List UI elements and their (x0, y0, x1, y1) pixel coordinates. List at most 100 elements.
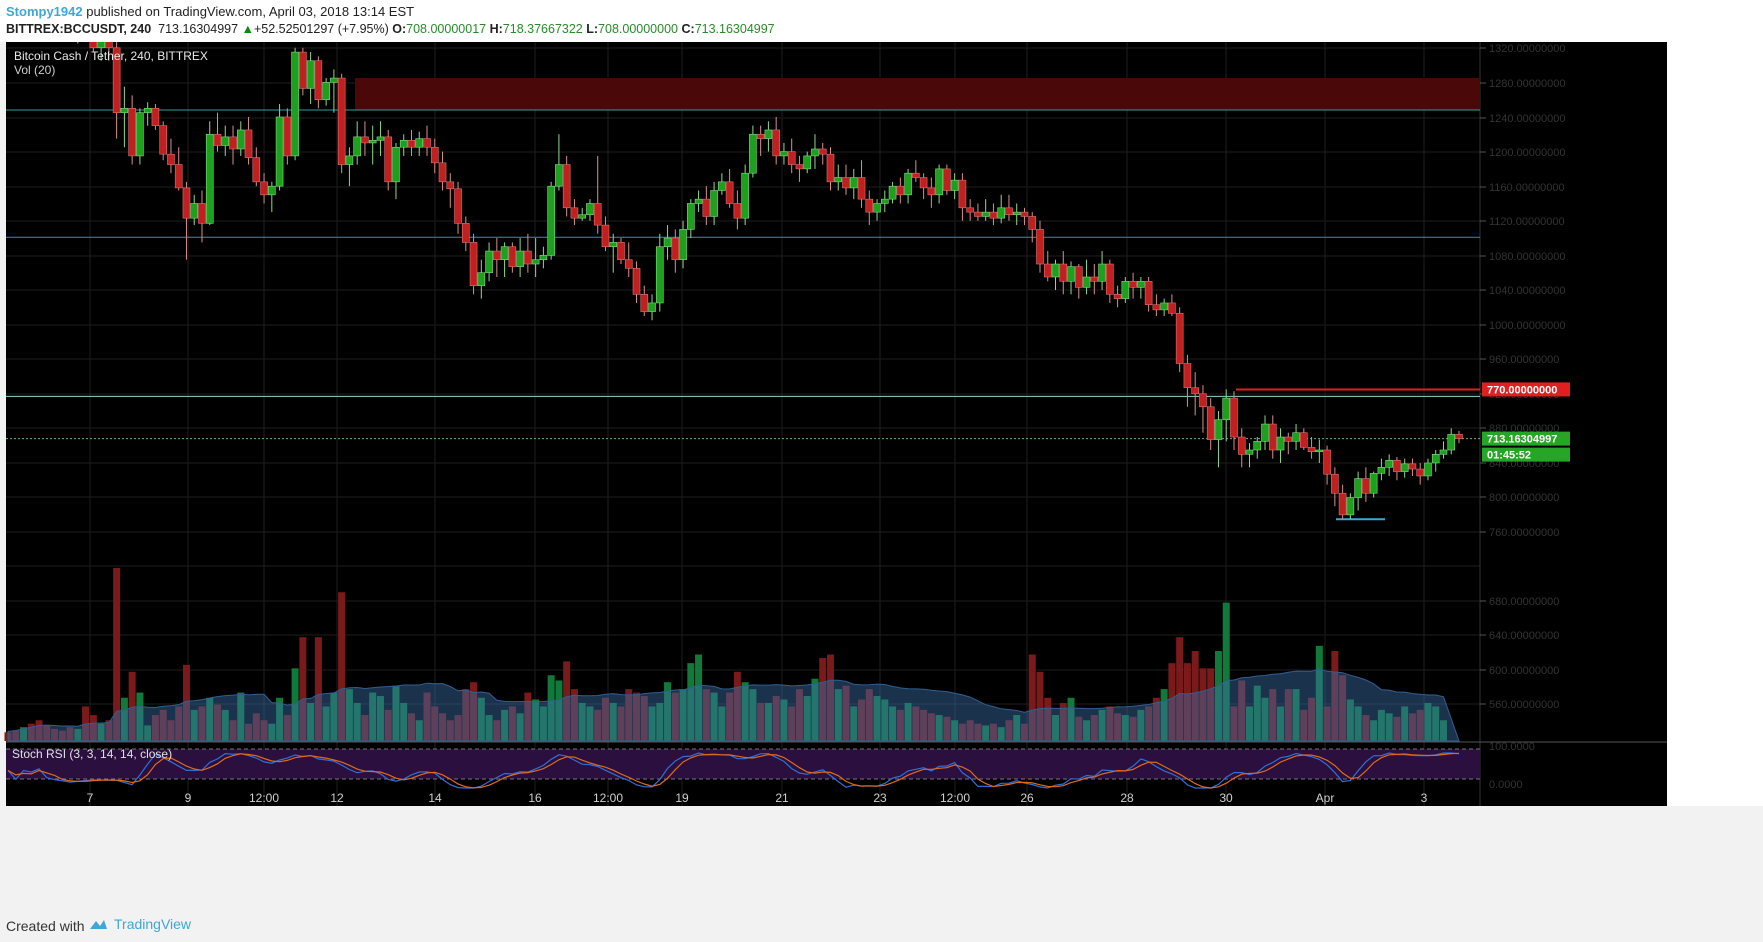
countdown-tag: 01:45:52 (1487, 450, 1531, 462)
volume-bar (858, 699, 866, 741)
candle-body (663, 237, 672, 248)
candle-body (1346, 497, 1355, 516)
candle-body (857, 177, 866, 200)
volume-bar (834, 689, 842, 741)
volume-bar (182, 664, 190, 741)
rsi-axis (1667, 742, 1763, 806)
volume-bar (1160, 689, 1168, 741)
volume-label: Vol (20) (14, 63, 55, 77)
candle-body (1455, 434, 1463, 439)
y-tick-label: 680.00000000 (1489, 596, 1559, 608)
volume-bar (1432, 706, 1440, 741)
x-tick-label: 26 (1020, 791, 1034, 805)
volume-bar (1362, 715, 1370, 741)
y-axis-labels: 1320.00000000 1280.00000000 1240.00000000 1… (1480, 43, 1565, 791)
volume-bar (508, 706, 516, 741)
volume-bar (1323, 706, 1331, 741)
candle-body (989, 211, 998, 219)
candle-body (524, 250, 532, 265)
high-value: 718.37667322 (502, 22, 583, 36)
tradingview-logo[interactable]: TradingView (88, 916, 191, 932)
candle-body (718, 181, 726, 191)
volume-bar (1292, 689, 1300, 741)
candle-body (1113, 294, 1122, 299)
candle-body (780, 151, 788, 157)
volume-bar (772, 696, 780, 741)
candle-body (337, 77, 346, 165)
volume-bar (912, 706, 920, 741)
candle-body (1106, 263, 1114, 295)
volume-bar (144, 725, 152, 741)
volume-bar (66, 727, 74, 741)
candle-body (935, 168, 943, 196)
volume-bar (1183, 663, 1191, 741)
candle-body (1020, 211, 1029, 217)
volume-bar (485, 715, 493, 741)
candle-body (353, 136, 361, 157)
volume-bar (1067, 697, 1075, 741)
candle-body (1152, 304, 1161, 311)
volume-bar (1176, 637, 1184, 741)
candle-body (1447, 434, 1456, 451)
candle-body (795, 164, 804, 170)
volume-bars (4, 568, 1460, 742)
y-tick-label: 800.00000000 (1489, 492, 1559, 504)
volume-bar (454, 715, 462, 741)
candle-body (1362, 478, 1370, 494)
volume-bar (470, 682, 478, 741)
price-axis (1667, 42, 1763, 806)
candle-body (275, 116, 284, 187)
volume-bar (1439, 720, 1447, 741)
candle-body (1393, 460, 1401, 472)
candle-body (415, 138, 424, 148)
author-link[interactable]: Stompy1942 (6, 4, 83, 19)
rsi-tick-label: 0.0000 (1489, 779, 1523, 791)
volume-bar (237, 692, 245, 741)
volume-bar (1075, 716, 1083, 741)
up-arrow-icon: ▲ (241, 22, 254, 36)
chart-canvas[interactable]: 1320.00000000 1280.00000000 1240.00000000 1… (0, 42, 1763, 906)
candle-body (446, 181, 455, 190)
candle-body (159, 125, 167, 155)
volume-bar (245, 723, 253, 741)
volume-bar (260, 720, 268, 741)
volume-bar (865, 689, 873, 741)
volume-bar (1106, 706, 1114, 741)
candle-body (787, 151, 796, 165)
candle-body (1323, 449, 1331, 475)
volume-bar (1315, 645, 1323, 741)
rsi-tick-label: 100.0000 (1489, 741, 1535, 753)
volume-bar (1199, 668, 1207, 741)
volume-bar (361, 715, 369, 741)
candle-body (1168, 302, 1176, 314)
countdown-tag-bg (1482, 447, 1570, 462)
candle-body (1253, 441, 1262, 451)
candle-body (1214, 419, 1223, 440)
level-price-tag-bg (1482, 382, 1570, 397)
candle-body (927, 187, 936, 196)
volume-bar (1129, 716, 1137, 741)
candle-body (1067, 266, 1075, 282)
candle-body (648, 302, 656, 312)
candle-body (671, 237, 680, 260)
candle-body (322, 82, 330, 100)
volume-bar (943, 716, 951, 741)
candle-body (1028, 216, 1037, 230)
volume-bar (617, 706, 625, 741)
volume-bar (633, 692, 641, 741)
volume-bar (291, 668, 299, 741)
candle-body (904, 172, 912, 196)
candle-body (236, 129, 245, 150)
candle-body (407, 140, 416, 148)
volume-bar (578, 702, 586, 741)
volume-bar (369, 692, 377, 741)
candle-body (1354, 478, 1362, 498)
candle-body (912, 172, 920, 178)
volume-bar (1090, 715, 1098, 741)
volume-bar (1152, 697, 1160, 741)
volume-bar (1121, 715, 1129, 741)
candle-body (368, 140, 377, 144)
chart-title: Bitcoin Cash / Tether, 240, BITTREX (14, 49, 208, 63)
volume-bar (764, 702, 772, 741)
volume-bar (927, 713, 935, 741)
